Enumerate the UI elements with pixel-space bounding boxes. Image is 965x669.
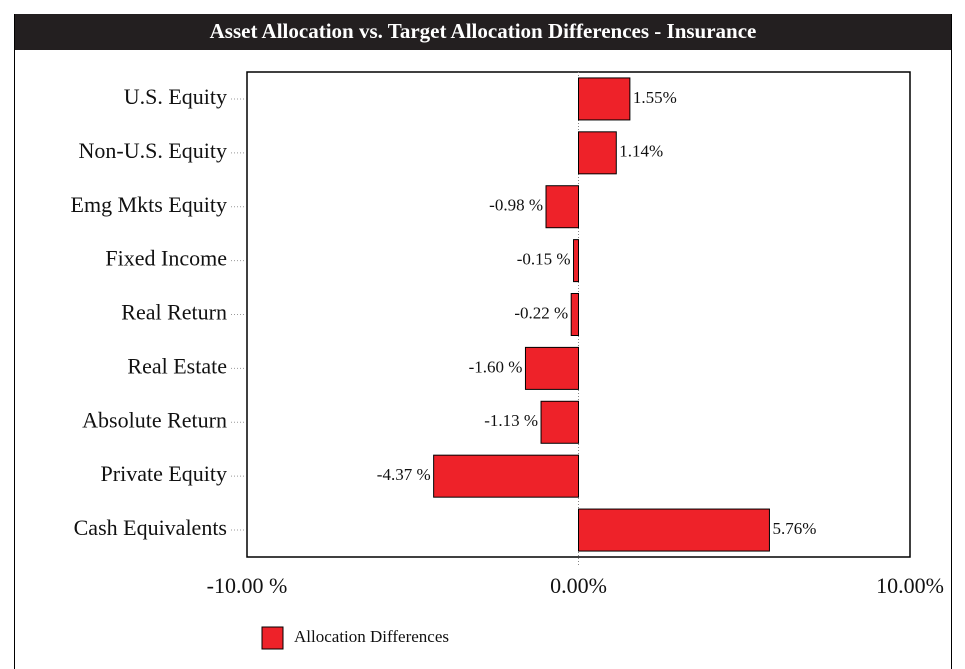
value-label: 1.55%: [633, 88, 677, 107]
value-label: -4.37 %: [377, 465, 431, 484]
y-tick-label: Non-U.S. Equity: [79, 138, 228, 163]
bar: [570, 293, 579, 336]
chart-title: Asset Allocation vs. Target Allocation D…: [210, 19, 757, 43]
bar: [578, 77, 631, 121]
value-label: -0.15 %: [517, 250, 571, 269]
bar: [540, 400, 580, 444]
bar: [433, 454, 579, 498]
y-tick-label: Private Equity: [101, 461, 227, 486]
bar: [524, 346, 580, 390]
legend-label: Allocation Differences: [294, 627, 449, 646]
value-label: -0.98 %: [489, 196, 543, 215]
y-tick-label: Cash Equivalents: [74, 515, 227, 540]
x-tick-label: -10.00 %: [207, 573, 288, 598]
title-bar: [14, 14, 952, 50]
value-label: -1.13 %: [484, 411, 538, 430]
y-tick-label: Real Estate: [127, 353, 227, 378]
value-label: 1.14%: [619, 142, 663, 161]
y-tick-label: Absolute Return: [82, 407, 227, 432]
bar: [578, 508, 770, 552]
y-tick-label: U.S. Equity: [124, 84, 227, 109]
legend-swatch: [261, 626, 284, 650]
x-tick-label: 10.00%: [876, 573, 944, 598]
y-tick-label: Real Return: [121, 300, 227, 325]
x-tick-label: 0.00%: [550, 573, 607, 598]
bar: [545, 185, 579, 229]
bar: [578, 131, 617, 175]
value-label: -1.60 %: [469, 357, 523, 376]
y-tick-label: Fixed Income: [105, 246, 227, 271]
value-label: -0.22 %: [514, 303, 568, 322]
bar: [573, 239, 580, 283]
y-tick-label: Emg Mkts Equity: [71, 192, 227, 217]
value-label: 5.76%: [772, 519, 816, 538]
